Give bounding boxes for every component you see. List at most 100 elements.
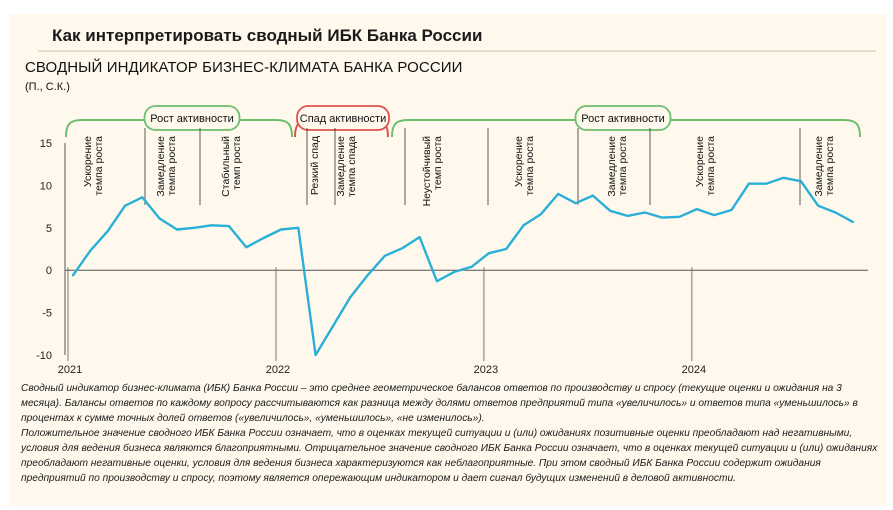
annotation-line1: Стабильный: [220, 136, 232, 197]
annotation: Резкий спад: [309, 136, 321, 195]
data-point: [696, 208, 698, 210]
annotation-line1: Замедление: [606, 136, 618, 197]
annotation: Ускорение темпа роста: [694, 136, 717, 196]
data-point: [817, 204, 819, 207]
chart-title: СВОДНЫЙ ИНДИКАТОР БИЗНЕС-КЛИМАТА БАНКА Р…: [25, 59, 463, 76]
chart-notes: Сводный индикатор бизнес-климата (ИБК) Б…: [21, 381, 881, 486]
data-point: [124, 204, 126, 207]
y-tick-label: 0: [46, 265, 52, 277]
data-point: [782, 176, 785, 179]
x-tick-label: 2024: [682, 364, 706, 376]
annotation: Замедление темпа роста: [155, 136, 178, 197]
data-point: [609, 210, 612, 212]
data-point: [401, 247, 404, 249]
annotation: Замедление темпа роста: [606, 136, 629, 197]
data-point: [748, 182, 750, 185]
y-tick-label: -10: [36, 350, 52, 362]
annotation-line2: темпа роста: [524, 136, 536, 196]
y-tick-label: 10: [40, 180, 52, 192]
note-definition: Сводный индикатор бизнес-климата (ИБК) Б…: [21, 383, 858, 424]
annotation-line1: Замедление: [813, 136, 825, 197]
data-point: [314, 354, 317, 356]
annotation-line2: темпа роста: [93, 136, 105, 196]
phase-label: Рост активности: [150, 113, 234, 125]
data-point: [800, 180, 802, 182]
data-point: [522, 224, 525, 227]
data-point: [574, 202, 577, 205]
series-layer: [71, 176, 854, 357]
annotation-line1: Резкий спад: [309, 136, 321, 195]
annotation-line2: темпа роста: [824, 136, 836, 196]
annotations: Ускорение темпа роста Замедление темпа рост…: [82, 128, 836, 206]
data-point: [384, 254, 386, 257]
chart-svg: 15 10 5 0 -5 -10 2021 2022 2023 2024 Рост активно…: [36, 105, 868, 376]
data-point: [72, 274, 74, 277]
data-point: [210, 224, 213, 227]
annotation-line1: Ускорение: [82, 136, 94, 187]
data-point: [626, 215, 629, 217]
data-point: [713, 214, 716, 216]
data-point: [418, 236, 421, 238]
data-point: [488, 252, 490, 255]
y-tick-label: -5: [42, 308, 52, 320]
data-point: [176, 228, 178, 231]
annotation-line1: Неустойчивый: [421, 136, 433, 207]
annotation: Ускорение темпа роста: [82, 136, 105, 196]
data-point: [540, 213, 542, 216]
data-point: [557, 193, 560, 195]
annotation-line2: темп роста: [231, 136, 243, 190]
data-point: [505, 248, 508, 250]
x-tick-label: 2023: [474, 364, 498, 376]
data-point: [730, 209, 733, 211]
annotation: Стабильный темп роста: [220, 136, 243, 197]
data-point: [262, 237, 265, 239]
data-point: [644, 211, 646, 214]
data-point: [228, 225, 230, 227]
phase-brackets: Рост активности Спад активности Рост актив…: [65, 105, 861, 138]
data-point: [297, 227, 300, 229]
page-title: Как интерпретировать сводный ИБК Банка Р…: [52, 26, 483, 45]
data-point: [661, 216, 664, 219]
data-point: [158, 217, 161, 220]
annotation-line1: Замедление: [335, 136, 347, 197]
data-point: [470, 266, 473, 268]
data-point: [349, 296, 352, 299]
annotation-line2: темпа спада: [346, 136, 358, 197]
annotation: Замедление темпа роста: [813, 136, 836, 197]
note-interpretation: Положительное значение сводного ИБК Банк…: [21, 428, 878, 484]
data-point: [366, 274, 369, 277]
phase-label-box: [296, 105, 390, 131]
data-point: [245, 246, 248, 249]
data-point: [834, 211, 837, 214]
annotation: Ускорение темпа роста: [513, 136, 536, 196]
annotation-line1: Ускорение: [513, 136, 525, 187]
data-point: [765, 182, 767, 185]
data-point: [852, 221, 854, 223]
annotation-line2: темпа роста: [705, 136, 717, 196]
y-tick-label: 5: [46, 223, 52, 235]
phase-label: Рост активности: [581, 113, 665, 125]
data-point: [193, 227, 196, 229]
annotation-line2: темпа роста: [617, 136, 629, 196]
data-point: [436, 280, 438, 283]
x-tick-label: 2021: [58, 364, 82, 376]
phase-label-box: [143, 105, 241, 131]
annotation-line2: темп роста: [432, 136, 444, 190]
background-panel: [10, 14, 886, 506]
data-point: [678, 215, 681, 218]
x-tick-label: 2022: [266, 364, 290, 376]
data-point: [592, 194, 594, 197]
annotation-line1: Замедление: [155, 136, 167, 197]
annotation: Замедление темпа спада: [335, 136, 358, 197]
header-underline: [38, 24, 876, 52]
phase-label: Спад активности: [300, 113, 386, 125]
series-line: [71, 176, 854, 357]
data-point: [106, 230, 109, 232]
axes: 15 10 5 0 -5 -10 2021 2022 2023 2024: [36, 138, 868, 376]
phase-label-box: [574, 105, 672, 131]
annotation: Неустойчивый темп роста: [421, 136, 444, 207]
annotation-line1: Ускорение: [694, 136, 706, 187]
data-point: [332, 325, 334, 327]
annotation-line2: темпа роста: [166, 136, 178, 196]
data-point: [141, 196, 144, 199]
